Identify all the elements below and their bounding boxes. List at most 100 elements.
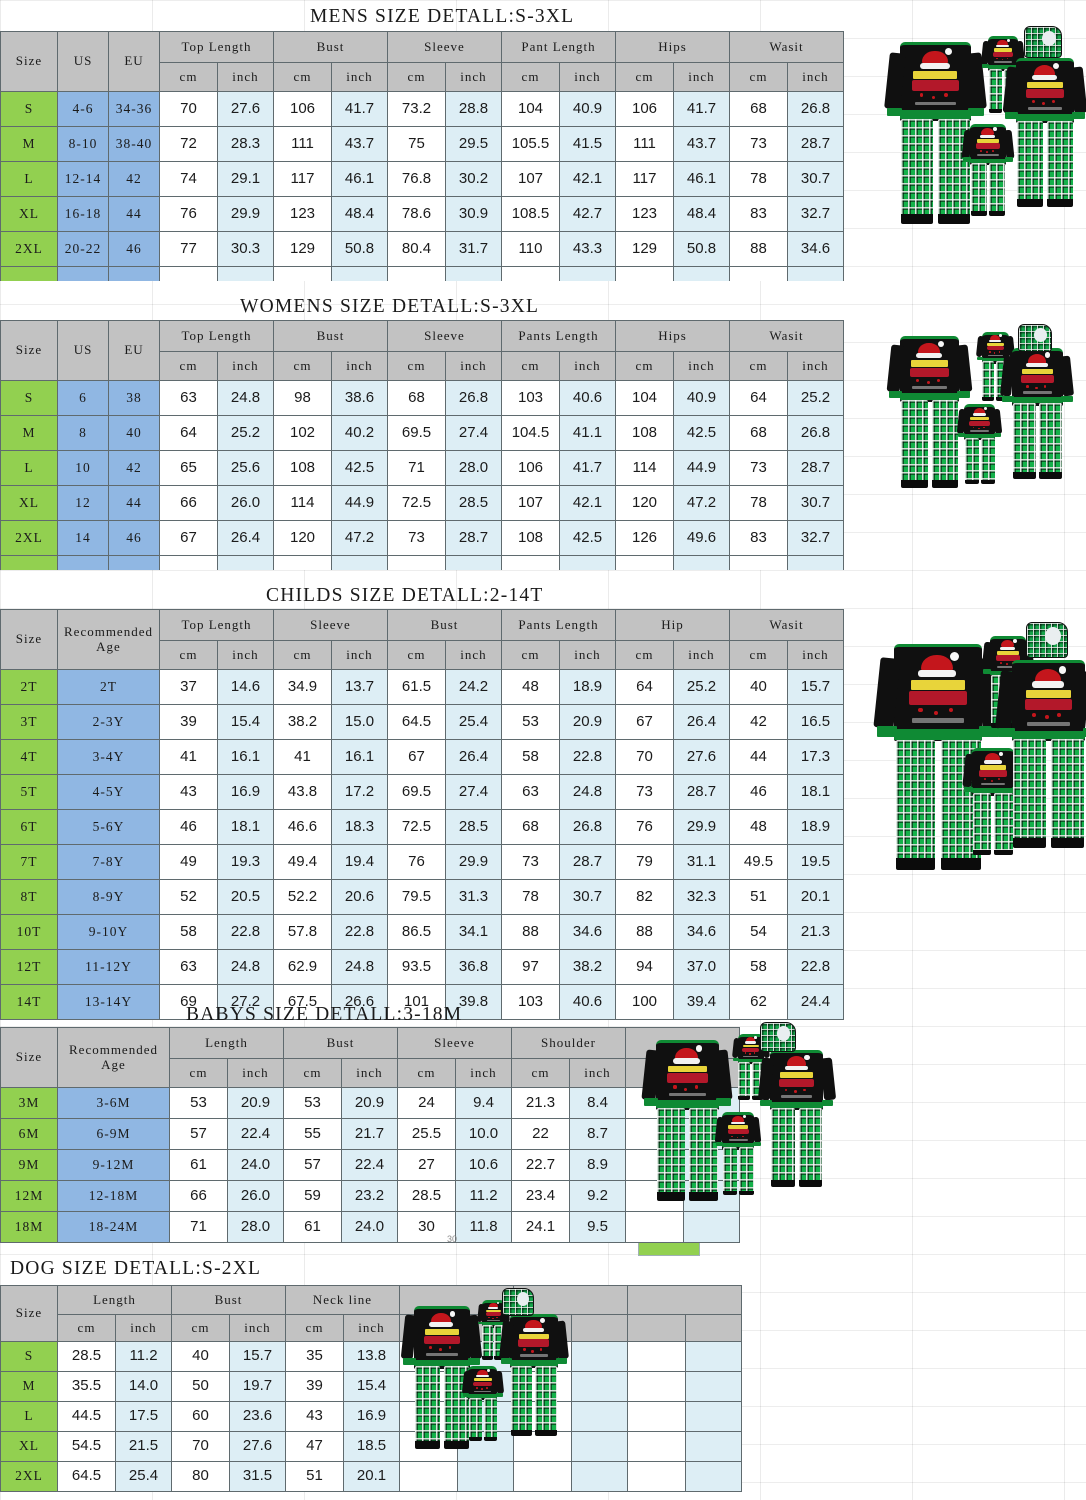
tagline-text-block xyxy=(977,154,999,157)
cell-value-inch: 20.6 xyxy=(331,879,388,915)
cell-value-cm: 103 xyxy=(501,984,560,1020)
pajama-cuff-left xyxy=(462,1393,469,1397)
cell-label: 44 xyxy=(108,196,160,232)
santa-hat-icon xyxy=(973,407,986,415)
empty-cell xyxy=(571,1371,628,1402)
pajama-ankle-right xyxy=(535,1429,557,1437)
ornament-dot xyxy=(1052,100,1055,103)
cell-value-inch: 28.7 xyxy=(787,450,844,486)
tagline-text-block xyxy=(1027,721,1070,726)
table-row: S 4-6 34-36 70 27.6 106 41.7 73.2 28.8 104 40.9 106… xyxy=(0,91,844,127)
cell-label: 46 xyxy=(108,231,160,267)
tail-value-cell xyxy=(273,555,332,570)
tagline-text-block xyxy=(994,61,1012,64)
pajama-ankle-right xyxy=(798,1179,823,1188)
cell-value-cm: 73.2 xyxy=(387,91,446,127)
cell-value-cm: 64 xyxy=(729,380,788,416)
cell-value-inch: 50.8 xyxy=(331,231,388,267)
santa-hat-brim xyxy=(919,62,951,69)
pajama-hem xyxy=(482,1322,506,1326)
cell-value-inch: 40.6 xyxy=(559,984,616,1020)
cell-value-inch: 42.5 xyxy=(673,415,730,451)
ornament-dot xyxy=(1026,384,1029,388)
pajama-hem xyxy=(1012,397,1064,404)
ornament-dot xyxy=(990,779,993,782)
unit-header-cm: cm xyxy=(729,640,788,670)
pajama-figure xyxy=(962,748,1024,856)
cell-value-inch: 19.7 xyxy=(229,1371,286,1402)
christmas-text-block xyxy=(742,1047,760,1052)
merry-text-block xyxy=(987,343,1004,346)
product-photo-womens xyxy=(886,322,1082,542)
unit-header-inch: inch xyxy=(569,1058,626,1088)
pet-pajama-garment xyxy=(502,1288,534,1316)
santa-hat-icon xyxy=(431,1312,452,1326)
empty-cell xyxy=(571,1401,628,1432)
cell-label: 9-12M xyxy=(57,1149,170,1181)
cell-label: 38 xyxy=(108,380,160,416)
pajama-pant-right xyxy=(798,1107,823,1182)
measure-group-pant-length: Pant Length xyxy=(501,31,616,63)
cell-value-inch: 17.3 xyxy=(787,739,844,775)
cell-label: 6 xyxy=(57,380,109,416)
unit-header-inch: inch xyxy=(559,62,616,92)
cell-label: 8-9Y xyxy=(57,879,160,915)
pajama-pant-right xyxy=(1047,121,1073,201)
table-row: 6M 6-9M 57 22.4 55 21.7 25.5 10.0 22 8.7 xyxy=(0,1118,740,1150)
cell-value-cm: 63 xyxy=(159,949,218,985)
cell-value-cm: 34.9 xyxy=(273,669,332,705)
ornament-dot xyxy=(992,150,995,152)
cell-value-cm: 78 xyxy=(729,485,788,521)
pajama-pant-left xyxy=(468,1397,482,1438)
pajama-figure xyxy=(641,1040,734,1202)
table-row: XL 12 44 66 26.0 114 44.9 72.5 28.5 107 42.1 120 47.… xyxy=(0,485,844,521)
unit-header-inch: inch xyxy=(217,351,274,381)
santa-hat-pompom xyxy=(804,1054,810,1061)
table-row: 4T 3-4Y 41 16.1 41 16.1 67 26.4 58 22.8 70 27.6 44 17… xyxy=(0,739,844,775)
unit-header-cm: cm xyxy=(171,1314,230,1342)
column-header-eu: EU xyxy=(108,320,160,381)
cell-value-cm: 108 xyxy=(273,450,332,486)
pajama-figure xyxy=(961,124,1015,217)
cell-label: 8-10 xyxy=(57,126,109,162)
cell-value-inch: 41.7 xyxy=(559,450,616,486)
pajama-ankle-left xyxy=(901,479,928,488)
unit-header-cm: cm xyxy=(501,640,560,670)
unit-header-cm: cm xyxy=(615,351,674,381)
table-row: 10T 9-10Y 58 22.8 57.8 22.8 86.5 34.1 88 34.6 88 34… xyxy=(0,914,844,950)
empty-cell xyxy=(627,1431,686,1462)
cell-size: XL xyxy=(0,1431,58,1462)
cell-value-inch: 32.7 xyxy=(787,196,844,232)
pajama-ankle-right xyxy=(996,396,1009,401)
table-row: 9M 9-12M 61 24.0 57 22.4 27 10.6 22.7 8.9 xyxy=(0,1149,740,1181)
cell-label: 42 xyxy=(108,450,160,486)
cell-value-inch: 24.8 xyxy=(217,380,274,416)
santa-hat-pompom xyxy=(486,1368,490,1372)
santa-hat-pompom xyxy=(540,1318,546,1323)
santa-hat-pompom xyxy=(1058,666,1067,674)
cell-value-inch: 16.9 xyxy=(343,1401,400,1432)
ornament-dot xyxy=(978,427,980,430)
santa-hat-brim xyxy=(999,646,1016,650)
tail-value-cell xyxy=(729,555,788,570)
cell-value-inch: 24.8 xyxy=(559,774,616,810)
tail-value-cell xyxy=(331,266,388,281)
pajama-pant-left xyxy=(510,1365,533,1432)
measure-group-pants-length: Pants Length xyxy=(501,609,616,641)
column-header-us: US xyxy=(57,320,109,381)
ornament-dot xyxy=(749,1053,751,1055)
tail-value-cell xyxy=(729,266,788,281)
pajama-cuff-right xyxy=(716,1098,731,1106)
cell-value-inch: 18.3 xyxy=(331,809,388,845)
babys-table-title: BABYS SIZE DETALL:3-18M xyxy=(186,1004,463,1025)
womens-size-table: Size US EU Top Length Bust Sleeve Pants Length… xyxy=(0,320,844,570)
cell-value-cm: 77 xyxy=(159,231,218,267)
pajama-ankle-left xyxy=(1012,472,1036,480)
cell-value-cm: 98 xyxy=(273,380,332,416)
cell-value-inch: 34.1 xyxy=(445,914,502,950)
empty-cell xyxy=(685,1341,742,1372)
mens-table-title: MENS SIZE DETALL:S-3XL xyxy=(310,6,575,27)
cell-value-inch: 25.4 xyxy=(445,704,502,740)
cell-value-cm: 73 xyxy=(615,774,674,810)
measure-group-hips: Hips xyxy=(615,320,730,352)
